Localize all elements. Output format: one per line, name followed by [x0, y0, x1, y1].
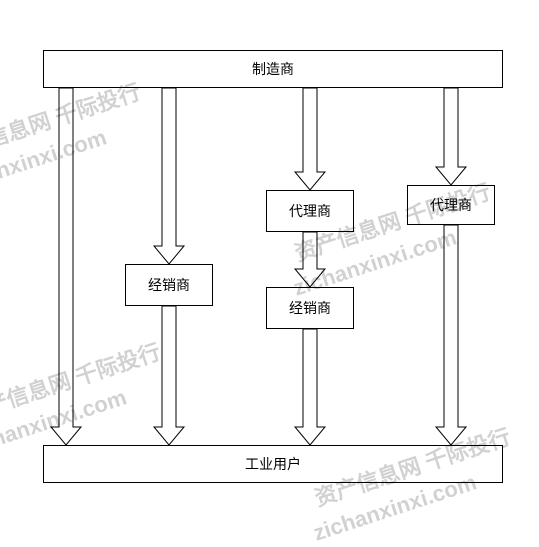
- arrow: [154, 88, 184, 264]
- node-dealer-2: 经销商: [266, 287, 354, 329]
- node-label: 代理商: [289, 201, 331, 221]
- flowchart-canvas: 制造商 代理商 代理商 经销商 经销商 工业用户 资产信息网 千际投行 zich…: [0, 0, 539, 543]
- node-manufacturer: 制造商: [43, 50, 503, 88]
- node-label: 经销商: [148, 275, 190, 295]
- arrow: [436, 225, 466, 445]
- watermark: 资产信息网 千际投行: [0, 334, 164, 428]
- node-label: 工业用户: [245, 454, 301, 474]
- arrow: [295, 232, 325, 287]
- node-agent-2: 代理商: [407, 185, 495, 225]
- node-agent-1: 代理商: [266, 190, 354, 232]
- node-label: 制造商: [252, 59, 294, 79]
- arrow: [295, 329, 325, 445]
- arrow: [51, 88, 81, 445]
- watermark: 资产信息网 千际投行: [0, 74, 144, 168]
- node-label: 经销商: [289, 298, 331, 318]
- node-label: 代理商: [430, 195, 472, 215]
- arrow: [154, 306, 184, 445]
- node-dealer-1: 经销商: [125, 264, 213, 306]
- arrow: [295, 88, 325, 190]
- node-industrial-user: 工业用户: [43, 445, 503, 483]
- arrow: [436, 88, 466, 185]
- watermark: zichanxinxi.com: [0, 124, 110, 201]
